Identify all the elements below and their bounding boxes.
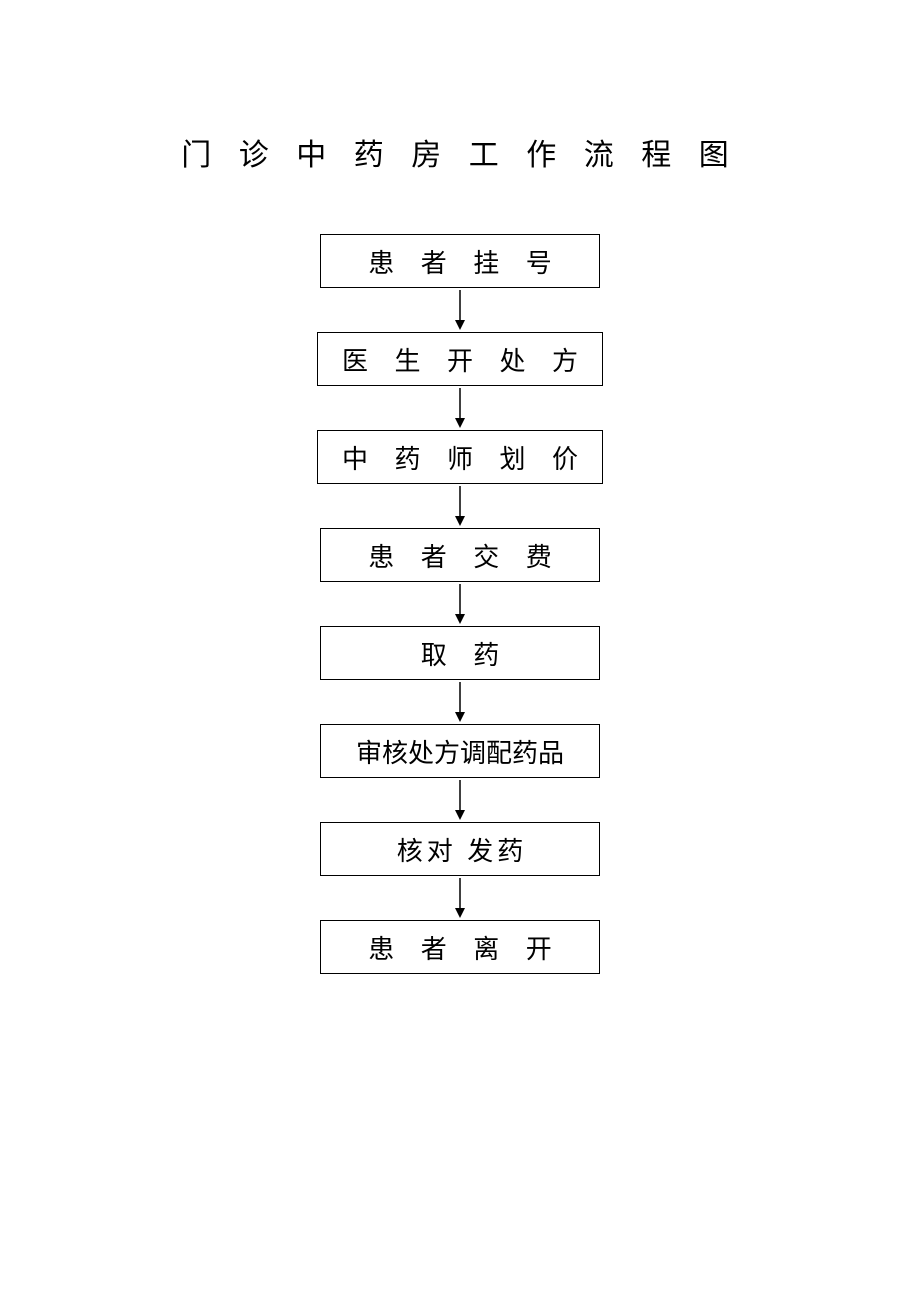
arrow-icon bbox=[453, 484, 467, 528]
arrow-icon bbox=[453, 680, 467, 724]
arrow-icon bbox=[453, 778, 467, 822]
flow-node-7: 核对 发药 bbox=[320, 822, 600, 876]
flowchart-container: 患 者 挂 号 医 生 开 处 方 中 药 师 划 价 患 者 交 费 取 药 bbox=[317, 234, 603, 974]
page-title: 门 诊 中 药 房 工 作 流 程 图 bbox=[181, 130, 739, 174]
flow-node-8: 患 者 离 开 bbox=[320, 920, 600, 974]
arrow-icon bbox=[453, 876, 467, 920]
arrow-icon bbox=[453, 288, 467, 332]
flow-node-1: 患 者 挂 号 bbox=[320, 234, 600, 288]
flow-node-4: 患 者 交 费 bbox=[320, 528, 600, 582]
arrow-icon bbox=[453, 582, 467, 626]
arrow-icon bbox=[453, 386, 467, 430]
flow-node-2: 医 生 开 处 方 bbox=[317, 332, 603, 386]
flow-node-6: 审核处方调配药品 bbox=[320, 724, 600, 778]
flow-node-5: 取 药 bbox=[320, 626, 600, 680]
flow-node-3: 中 药 师 划 价 bbox=[317, 430, 603, 484]
